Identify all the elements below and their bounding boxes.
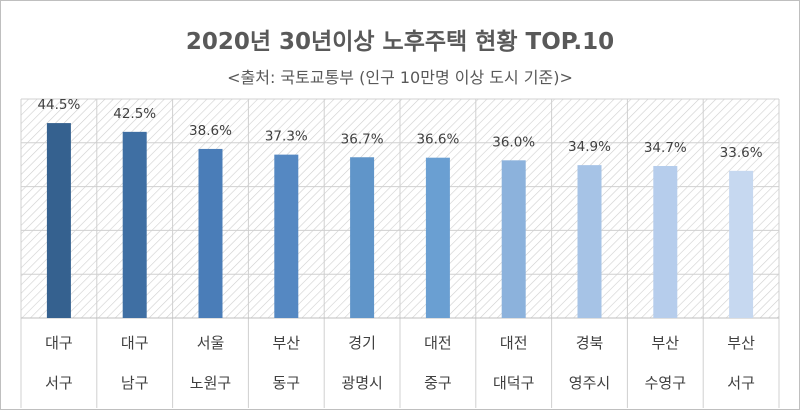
data-label: 42.5% — [113, 106, 156, 122]
category-label-region: 부산 — [651, 334, 679, 352]
data-label: 33.6% — [720, 145, 763, 161]
data-label: 34.7% — [644, 140, 687, 156]
bar — [350, 157, 375, 318]
category-label-region: 경기 — [348, 334, 376, 352]
chart-title: 2020년 30년이상 노후주택 현황 TOP.10 — [185, 29, 615, 55]
category-label-region: 대구 — [121, 334, 149, 352]
category-label-region: 대전 — [500, 334, 528, 352]
bar — [425, 157, 450, 318]
data-label: 36.6% — [416, 132, 459, 148]
category-label-district: 중구 — [424, 374, 452, 392]
category-label-district: 서구 — [727, 374, 755, 392]
category-label-region: 부산 — [727, 334, 755, 352]
bar — [653, 166, 678, 318]
category-label-district: 남구 — [121, 374, 149, 392]
data-label: 37.3% — [265, 129, 308, 145]
category-label-region: 대전 — [424, 334, 452, 352]
bar — [198, 148, 223, 318]
category-label-region: 대구 — [45, 334, 73, 352]
category-label-region: 부산 — [272, 334, 300, 352]
data-label: 36.7% — [341, 131, 384, 147]
category-label-district: 광명시 — [341, 374, 382, 392]
category-label-district: 영주시 — [569, 374, 610, 392]
category-label-region: 서울 — [197, 334, 225, 352]
category-label-district: 노원구 — [190, 374, 231, 392]
data-label: 34.9% — [568, 139, 611, 155]
category-label-district: 대덕구 — [493, 374, 534, 392]
category-label-district: 서구 — [45, 374, 73, 392]
category-label-region: 경북 — [576, 334, 604, 352]
data-label: 36.0% — [492, 134, 535, 150]
bar — [729, 170, 754, 318]
bar — [577, 165, 602, 318]
category-label-district: 동구 — [272, 374, 300, 392]
category-label-district: 수영구 — [645, 374, 686, 392]
bar — [46, 123, 71, 318]
data-label: 38.6% — [189, 123, 232, 139]
chart-subtitle: <출처: 국토교통부 (인구 10만명 이상 도시 기준)> — [227, 68, 573, 87]
bar — [122, 131, 147, 318]
bar — [501, 160, 526, 318]
bar — [274, 154, 299, 318]
data-label: 44.5% — [37, 97, 80, 113]
